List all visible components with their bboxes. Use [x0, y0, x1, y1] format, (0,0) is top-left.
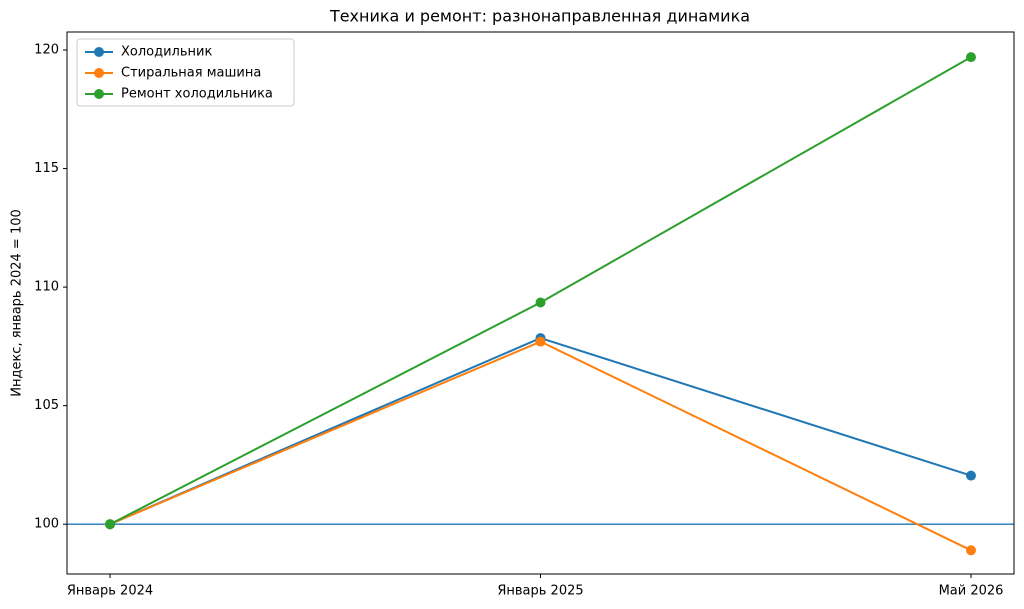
- marker: [966, 52, 976, 63]
- legend-box: [76, 38, 295, 107]
- marker: [966, 470, 976, 481]
- marker: [105, 519, 115, 530]
- legend-label: Ремонт холодильника: [121, 87, 273, 102]
- x-tick-label: Май 2026: [939, 584, 1004, 599]
- legend-marker: [94, 68, 104, 78]
- legend-marker: [94, 89, 104, 99]
- chart-title: Техника и ремонт: разнонаправленная дина…: [329, 7, 750, 26]
- series-line: [109, 340, 972, 552]
- legend-label: Холодильник: [121, 45, 212, 60]
- series-line: [109, 56, 972, 526]
- x-tick-label: Январь 2024: [67, 584, 153, 599]
- series-line: [109, 337, 972, 526]
- legend-marker: [94, 47, 104, 57]
- y-axis-label: Индекс, январь 2024 = 100: [10, 209, 25, 397]
- y-tick-label: 115: [34, 161, 59, 176]
- marker: [535, 297, 546, 308]
- marker: [535, 336, 546, 347]
- y-tick-label: 105: [34, 398, 59, 413]
- plot-frame: [66, 31, 1015, 575]
- y-tick-label: 110: [34, 280, 59, 295]
- legend-label: Стиральная машина: [121, 66, 261, 81]
- y-tick-label: 100: [34, 517, 59, 532]
- y-tick-label: 120: [34, 43, 59, 58]
- marker: [966, 545, 976, 556]
- x-tick-label: Январь 2025: [497, 584, 583, 599]
